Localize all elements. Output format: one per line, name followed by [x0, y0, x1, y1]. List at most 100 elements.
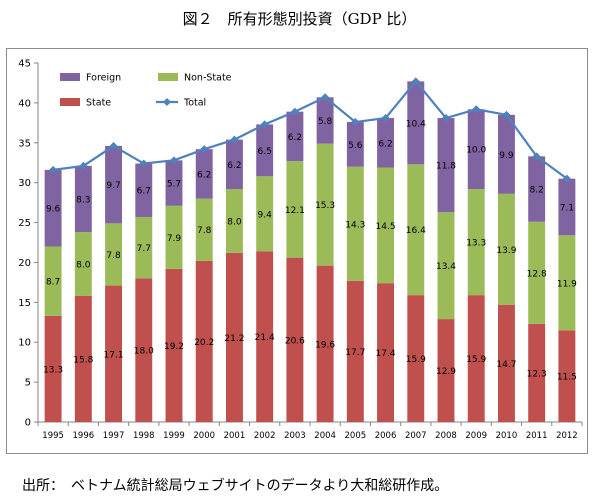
data-label: 6.2 [288, 133, 302, 143]
bar-state [467, 295, 485, 422]
x-tick-label: 1997 [103, 431, 125, 441]
bar-state [407, 295, 425, 422]
x-tick-label: 2001 [224, 431, 246, 441]
total-point [472, 105, 481, 114]
bar-foreign [346, 122, 364, 167]
data-label: 19.2 [164, 342, 184, 352]
total-point [260, 120, 269, 129]
data-label: 12.8 [527, 269, 547, 279]
bar-foreign [195, 149, 213, 199]
data-label: 15.8 [73, 355, 93, 365]
data-label: 12.9 [436, 367, 456, 377]
total-point [351, 118, 360, 127]
data-label: 19.6 [315, 340, 335, 350]
data-label: 14.5 [376, 222, 396, 232]
x-tick-label: 2006 [375, 431, 397, 441]
x-tick-label: 2004 [314, 431, 336, 441]
bars [44, 81, 576, 422]
bar-non-state [256, 176, 274, 252]
data-label: 14.7 [496, 360, 516, 370]
x-tick-label: 2011 [526, 431, 548, 441]
data-label: 21.2 [224, 334, 244, 344]
data-label: 6.5 [258, 147, 272, 157]
bar-foreign [497, 114, 515, 194]
total-point [321, 93, 330, 102]
total-point [230, 135, 239, 144]
total-point [562, 174, 571, 183]
bar-state [286, 257, 304, 422]
total-point [79, 161, 88, 170]
total-point [442, 114, 450, 123]
y-tick-label: 5 [25, 378, 31, 389]
data-label: 11.5 [557, 373, 577, 383]
source-note: 出所： ベトナム統計総局ウェブサイトのデータより大和総研作成。 [22, 478, 449, 494]
bar-non-state [316, 143, 334, 266]
bar-state [195, 260, 213, 422]
total-point [109, 141, 118, 150]
data-label: 8.7 [46, 278, 60, 288]
bar-non-state [44, 246, 62, 316]
bar-state [44, 315, 62, 422]
legend-swatch-foreign [60, 73, 80, 81]
y-tick-label: 20 [18, 258, 31, 269]
data-label: 17.1 [104, 350, 124, 360]
bar-state [256, 251, 274, 422]
axes: 0 5 10 15 20 25 30 35 40 45 1995 1996 1997 1998 1999 20… [18, 59, 583, 441]
bar-state [74, 295, 92, 422]
legend-label-state: State [86, 98, 111, 109]
data-label: 11.8 [436, 162, 456, 172]
bar-state [437, 319, 455, 422]
total-point [411, 77, 420, 86]
figure-title: 図２ 所有形態別投資（GDP 比） [182, 10, 417, 28]
data-label: 13.3 [43, 365, 63, 375]
data-label: 15.9 [466, 355, 486, 365]
x-tick-label: 2002 [254, 431, 276, 441]
bar-foreign [467, 109, 485, 190]
bar-non-state [195, 198, 213, 261]
bar-non-state [558, 235, 576, 331]
bar-foreign [165, 160, 183, 206]
data-label: 8.3 [76, 196, 90, 206]
bar-state [497, 304, 515, 422]
x-tick-label: 2012 [556, 431, 578, 441]
data-label: 13.4 [436, 262, 456, 272]
legend-label-foreign: Foreign [86, 73, 121, 84]
total-point [170, 156, 178, 165]
x-tick-label: 2005 [345, 431, 367, 441]
data-label: 16.4 [406, 226, 426, 236]
data-label: 8.0 [76, 261, 91, 271]
bar-foreign [135, 163, 153, 217]
data-label: 7.8 [106, 251, 121, 261]
total-point [290, 107, 299, 116]
bar-non-state [437, 212, 455, 320]
bar-state [316, 265, 334, 422]
bar-labels: 13.3 8.7 9.6 15.8 8.0 8.3 17.1 7.8 9.7 18.0 7.7 6.7… [43, 117, 577, 383]
data-label: 7.1 [560, 203, 574, 213]
bar-non-state [135, 216, 153, 279]
x-tick-label: 2007 [405, 431, 427, 441]
bar-non-state [377, 167, 395, 284]
bar-state [225, 252, 243, 422]
y-tick-label: 30 [18, 178, 31, 189]
bar-non-state [225, 189, 243, 253]
data-label: 13.9 [496, 246, 516, 256]
bar-non-state [497, 193, 515, 305]
data-label: 5.7 [167, 180, 181, 190]
total-point [381, 114, 390, 123]
total-point [532, 152, 541, 161]
x-tick-label: 1995 [42, 431, 64, 441]
bar-foreign [377, 118, 395, 168]
data-label: 7.7 [137, 244, 151, 254]
y-tick-label: 40 [18, 98, 31, 109]
bar-state [528, 323, 546, 422]
bar-non-state [286, 161, 304, 258]
bar-foreign [256, 124, 274, 177]
bar-state [346, 280, 364, 422]
bar-foreign [74, 165, 92, 233]
x-tick-label: 2000 [193, 431, 215, 441]
data-label: 8.2 [530, 186, 544, 196]
total-point [49, 165, 58, 174]
data-label: 10.0 [466, 146, 486, 156]
data-label: 21.4 [255, 333, 275, 343]
